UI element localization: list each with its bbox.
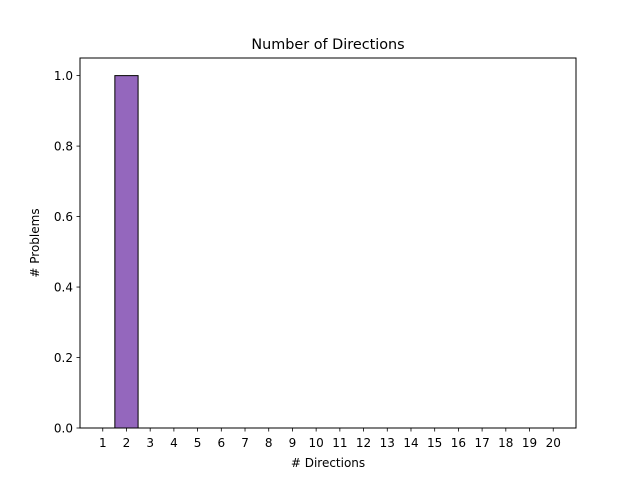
- x-tick-label: 6: [217, 436, 225, 450]
- x-tick-label: 7: [241, 436, 249, 450]
- x-tick-label: 1: [99, 436, 107, 450]
- x-tick-label: 3: [146, 436, 154, 450]
- bar-2: [114, 75, 139, 429]
- x-tick-label: 20: [546, 436, 561, 450]
- x-tick-label: 8: [265, 436, 273, 450]
- y-tick-label: 0.0: [54, 422, 73, 436]
- axes-frame: [79, 57, 577, 429]
- y-axis: 0.0 0.2 0.4 0.6 0.8 1.0: [54, 69, 80, 436]
- chart-title: Number of Directions: [251, 37, 404, 53]
- x-axis-label: # Directions: [291, 456, 365, 470]
- y-axis-label: # Problems: [28, 208, 42, 277]
- x-axis: 1 2 3 4 5 6 7 8 9 10 11 12 13 14 15 16 17 18 19 20: [99, 428, 561, 450]
- y-tick-label: 1.0: [54, 69, 73, 83]
- x-tick-label: 18: [498, 436, 513, 450]
- x-tick-label: 13: [380, 436, 395, 450]
- x-tick-label: 19: [522, 436, 537, 450]
- x-tick-label: 4: [170, 436, 178, 450]
- plot-area: [114, 75, 139, 429]
- x-tick-label: 5: [194, 436, 202, 450]
- x-tick-label: 2: [123, 436, 131, 450]
- x-tick-label: 15: [427, 436, 442, 450]
- x-tick-label: 10: [309, 436, 324, 450]
- x-tick-label: 17: [474, 436, 489, 450]
- x-tick-label: 11: [332, 436, 347, 450]
- y-tick-label: 0.4: [54, 281, 73, 295]
- x-tick-label: 9: [289, 436, 297, 450]
- x-tick-label: 16: [451, 436, 466, 450]
- x-tick-label: 14: [403, 436, 418, 450]
- y-tick-label: 0.8: [54, 140, 73, 154]
- y-tick-label: 0.6: [54, 210, 73, 224]
- x-tick-label: 12: [356, 436, 371, 450]
- y-tick-label: 0.2: [54, 351, 73, 365]
